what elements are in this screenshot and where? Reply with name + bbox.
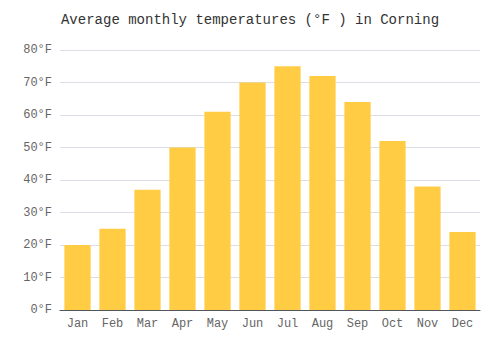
svg-text:60°F: 60°F bbox=[23, 108, 52, 122]
svg-text:Mar: Mar bbox=[137, 317, 159, 331]
svg-text:Jun: Jun bbox=[242, 317, 264, 331]
svg-text:Average monthly temperatures (: Average monthly temperatures (°F ) in Co… bbox=[61, 12, 439, 28]
svg-text:Dec: Dec bbox=[452, 317, 474, 331]
svg-text:Feb: Feb bbox=[102, 317, 124, 331]
svg-text:50°F: 50°F bbox=[23, 141, 52, 155]
svg-text:10°F: 10°F bbox=[23, 271, 52, 285]
svg-text:0°F: 0°F bbox=[30, 303, 52, 317]
svg-text:Aug: Aug bbox=[312, 317, 334, 331]
svg-text:Apr: Apr bbox=[172, 317, 194, 331]
svg-text:80°F: 80°F bbox=[23, 43, 52, 57]
svg-text:Sep: Sep bbox=[347, 317, 369, 331]
svg-text:Jul: Jul bbox=[277, 317, 299, 331]
svg-text:30°F: 30°F bbox=[23, 206, 52, 220]
svg-text:Oct: Oct bbox=[382, 317, 404, 331]
svg-text:Jan: Jan bbox=[67, 317, 89, 331]
svg-text:20°F: 20°F bbox=[23, 238, 52, 252]
svg-text:40°F: 40°F bbox=[23, 173, 52, 187]
svg-text:Nov: Nov bbox=[417, 317, 439, 331]
svg-text:May: May bbox=[207, 317, 229, 331]
svg-text:70°F: 70°F bbox=[23, 76, 52, 90]
